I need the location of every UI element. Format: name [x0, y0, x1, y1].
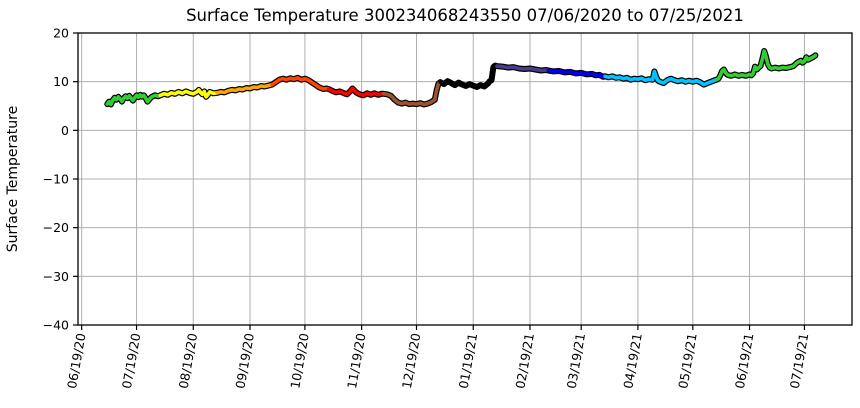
temperature-line-segment-jul-2020 — [105, 93, 163, 107]
x-axis-tick-label: 03/19/21 — [564, 332, 589, 390]
temperature-line-segment-dec-2020 — [381, 80, 443, 107]
temperature-line-segment-may-2021 — [658, 76, 719, 87]
x-axis-tick-label: 06/19/20 — [64, 332, 89, 390]
temperature-line-series — [104, 48, 819, 108]
temperature-line-outline — [104, 48, 819, 108]
temperature-line-segment-aug-2020 — [158, 88, 219, 99]
y-axis-tick-label: −40 — [43, 318, 69, 333]
temperature-line-segment-jan-2021 — [438, 63, 499, 89]
y-axis-tick-label: 0 — [61, 123, 69, 138]
x-axis-tick-label: 01/19/21 — [456, 332, 481, 390]
x-axis-tick-label: 05/19/21 — [675, 332, 700, 390]
x-axis-tick-label: 04/19/21 — [620, 332, 645, 390]
temperature-line-segment-apr-2021 — [603, 69, 662, 84]
temperature-line-segment-sep-2020 — [215, 82, 274, 95]
y-axis-tick-label: 10 — [53, 74, 69, 89]
x-axis-tick-label: 08/19/20 — [176, 332, 201, 390]
y-axis-label: Surface Temperature — [5, 106, 21, 252]
temperature-line-segment-jul-2021 — [769, 53, 818, 71]
y-axis-tick-label: 20 — [53, 26, 69, 41]
temperature-line-segment-oct-2020 — [270, 76, 331, 91]
temperature-line-segment-jun-2021 — [714, 49, 774, 82]
y-axis-tick-label: −20 — [43, 220, 69, 235]
temperature-line-segment-mar-2021 — [546, 68, 607, 79]
x-axis-tick-label: 07/19/20 — [119, 332, 144, 390]
x-axis-tick-label: 11/19/20 — [344, 332, 369, 390]
x-axis-tick-label: 07/19/21 — [787, 332, 812, 390]
x-axis-tick-label: 02/19/21 — [512, 332, 537, 390]
x-axis-tick-label: 09/19/20 — [232, 332, 257, 390]
temperature-line-segment-feb-2021 — [495, 64, 551, 73]
x-axis-tick-label: 12/19/20 — [399, 332, 424, 390]
temperature-line-segment-nov-2020 — [326, 86, 386, 98]
x-axis-tick-label: 06/19/21 — [732, 332, 757, 390]
x-axis-tick-label: 10/19/20 — [287, 332, 312, 390]
y-axis-tick-label: −30 — [43, 269, 69, 284]
y-axis-tick-label: −10 — [43, 172, 69, 187]
chart-title: Surface Temperature 300234068243550 07/0… — [186, 6, 744, 25]
axes-layer — [73, 32, 853, 330]
